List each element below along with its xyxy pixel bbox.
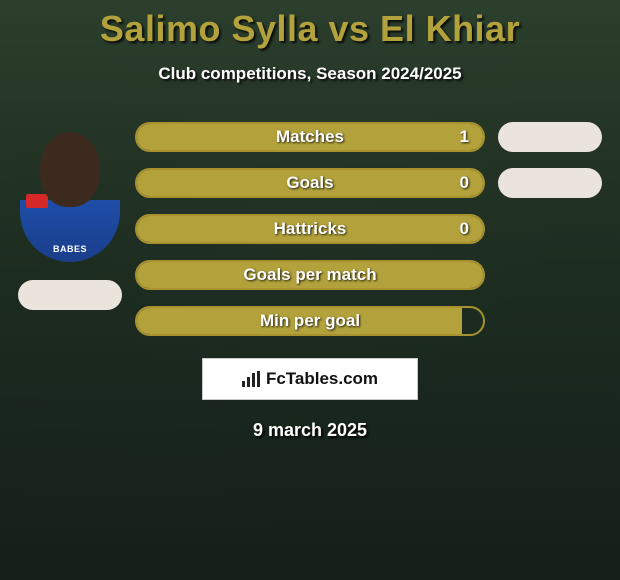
stat-bars-column: Matches1Goals0Hattricks0Goals per matchM…: [135, 122, 485, 336]
stat-bar: Hattricks0: [135, 214, 485, 244]
stat-bar: Goals per match: [135, 260, 485, 290]
page-title: Salimo Sylla vs El Khiar: [0, 0, 620, 50]
stat-bar-value: 0: [460, 170, 469, 196]
brand-chart-icon: [242, 371, 262, 387]
stat-bar-value: 1: [460, 124, 469, 150]
stat-bar-label: Hattricks: [137, 216, 483, 242]
player-right-column: [485, 122, 615, 214]
comparison-row: BABES Matches1Goals0Hattricks0Goals per …: [0, 122, 620, 336]
stat-bar-label: Goals per match: [137, 262, 483, 288]
brand-text: FcTables.com: [266, 369, 378, 389]
player-left-avatar: BABES: [20, 122, 120, 262]
stat-bar: Goals0: [135, 168, 485, 198]
stat-bar-value: 0: [460, 216, 469, 242]
stat-bar-label: Min per goal: [137, 308, 483, 334]
player-left-jersey-text: BABES: [20, 244, 120, 254]
player-right-value-pill: [498, 168, 602, 198]
stat-bar-label: Goals: [137, 170, 483, 196]
stat-bar: Min per goal: [135, 306, 485, 336]
stat-bar: Matches1: [135, 122, 485, 152]
subtitle: Club competitions, Season 2024/2025: [0, 64, 620, 84]
player-left-face: [40, 132, 100, 207]
player-left-jersey: BABES: [20, 200, 120, 262]
date-text: 9 march 2025: [0, 420, 620, 441]
player-left-badge: [26, 194, 48, 208]
player-right-value-pill: [498, 122, 602, 152]
player-right-pills: [498, 122, 602, 214]
content-root: Salimo Sylla vs El Khiar Club competitio…: [0, 0, 620, 441]
player-left-name-pill: [18, 280, 122, 310]
brand-box: FcTables.com: [202, 358, 418, 400]
player-left-column: BABES: [5, 122, 135, 310]
stat-bar-label: Matches: [137, 124, 483, 150]
